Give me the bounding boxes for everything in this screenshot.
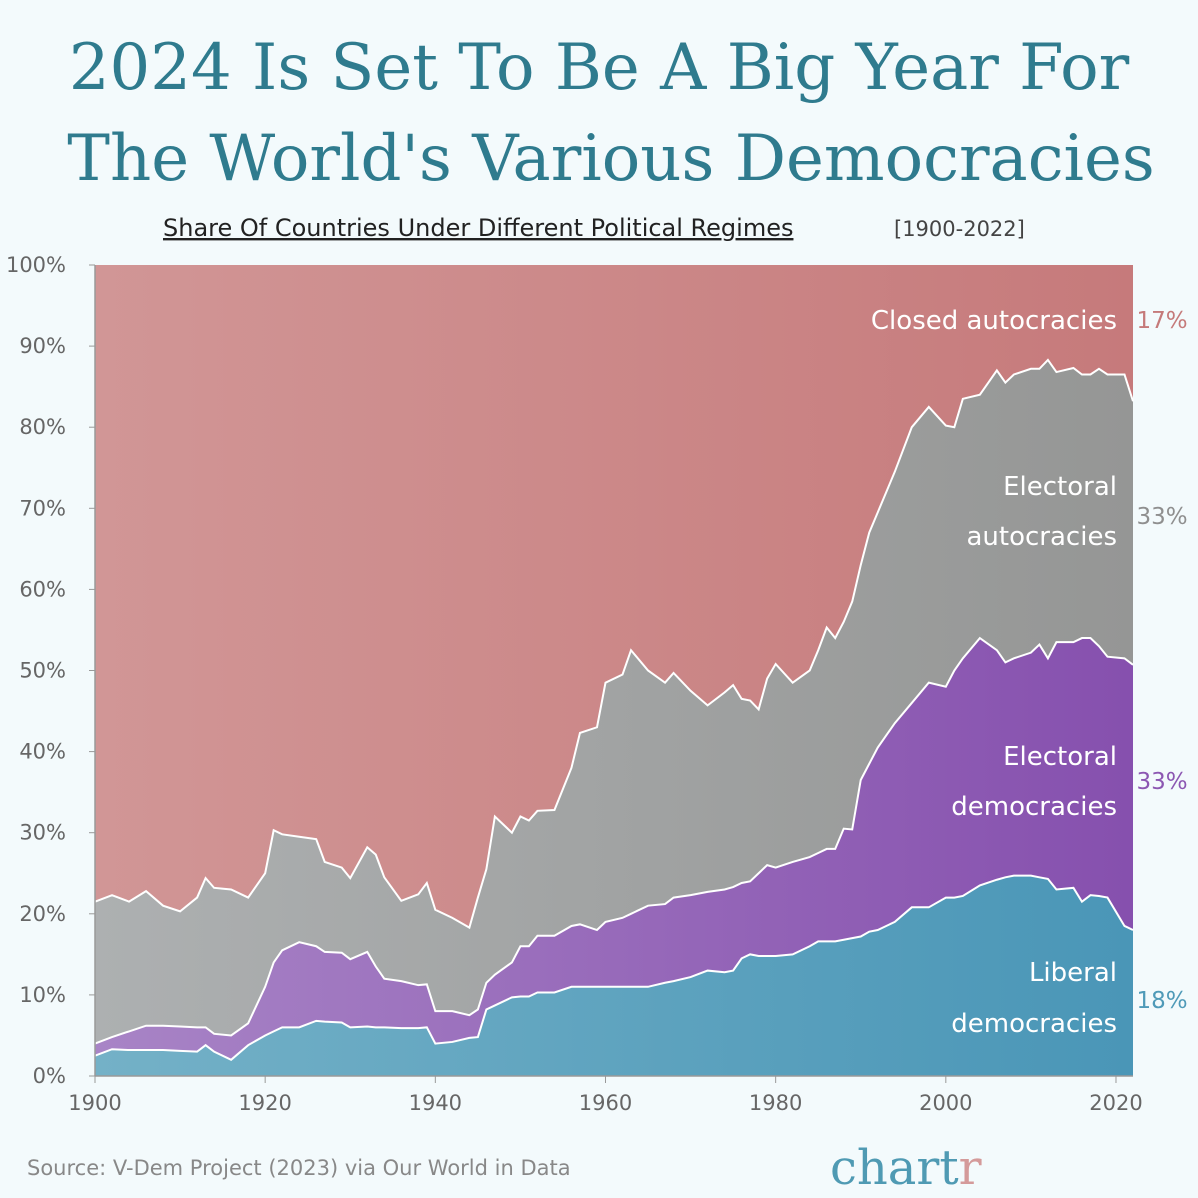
- subtitle: Share Of Countries Under Different Polit…: [163, 214, 793, 242]
- x-tick-label: 2000: [919, 1091, 972, 1115]
- end-value-label: 17%: [1136, 308, 1187, 334]
- series-label: autocracies: [967, 522, 1118, 552]
- y-tick-label: 60%: [19, 577, 66, 601]
- y-tick-label: 50%: [19, 659, 66, 683]
- x-tick-label: 2020: [1089, 1091, 1142, 1115]
- area-electoral-democracies: [95, 638, 1133, 1060]
- boundary-line: [94, 874, 1134, 1061]
- subtitle-range: [1900-2022]: [894, 217, 1025, 241]
- series-label: Electoral: [1003, 742, 1117, 772]
- end-value-label: 33%: [1136, 769, 1187, 795]
- x-tick-label: 1980: [749, 1091, 802, 1115]
- axes-group: 0% 10% 20% 30% 40% 50% 60% 70% 80% 90% 100% 1900 192…: [6, 253, 1143, 1115]
- y-tick-label: 80%: [19, 415, 66, 439]
- series-labels-group: Liberal democracies 18% Electoral democracie…: [871, 306, 1188, 1039]
- area-liberal-democracies: [95, 875, 1133, 1076]
- boundary-line: [94, 636, 1134, 1045]
- end-value-label: 33%: [1136, 504, 1187, 530]
- title-line-1: 2024 Is Set To Be A Big Year For: [69, 31, 1130, 105]
- area-closed-autocracies: [95, 265, 1133, 928]
- y-tick-label: 40%: [19, 740, 66, 764]
- x-tick-label: 1920: [238, 1091, 291, 1115]
- title-line-2: The World's Various Democracies: [67, 122, 1154, 196]
- logo-accent: r: [959, 1140, 982, 1196]
- x-tick-label: 1960: [579, 1091, 632, 1115]
- source-note: Source: V-Dem Project (2023) via Our Wor…: [27, 1156, 571, 1180]
- y-tick-label: 90%: [19, 334, 66, 358]
- x-tick-label: 1940: [409, 1091, 462, 1115]
- x-tick-label: 1900: [68, 1091, 121, 1115]
- areas-group: [94, 265, 1134, 1076]
- boundary-line: [94, 358, 1134, 930]
- end-value-label: 18%: [1136, 988, 1187, 1014]
- y-tick-label: 100%: [6, 253, 66, 277]
- logo-main: chart: [830, 1140, 959, 1196]
- y-tick-label: 30%: [19, 821, 66, 845]
- series-label: Closed autocracies: [871, 306, 1117, 336]
- series-label: democracies: [951, 1009, 1117, 1039]
- y-tick-label: 20%: [19, 902, 66, 926]
- series-label: Liberal: [1029, 958, 1117, 988]
- y-tick-label: 70%: [19, 496, 66, 520]
- y-tick-label: 10%: [19, 983, 66, 1007]
- area-electoral-autocracies: [95, 359, 1133, 1044]
- y-tick-label: 0%: [33, 1064, 66, 1088]
- chartr-logo: chartr: [830, 1140, 982, 1196]
- series-label: Electoral: [1003, 472, 1117, 502]
- series-label: democracies: [951, 792, 1117, 822]
